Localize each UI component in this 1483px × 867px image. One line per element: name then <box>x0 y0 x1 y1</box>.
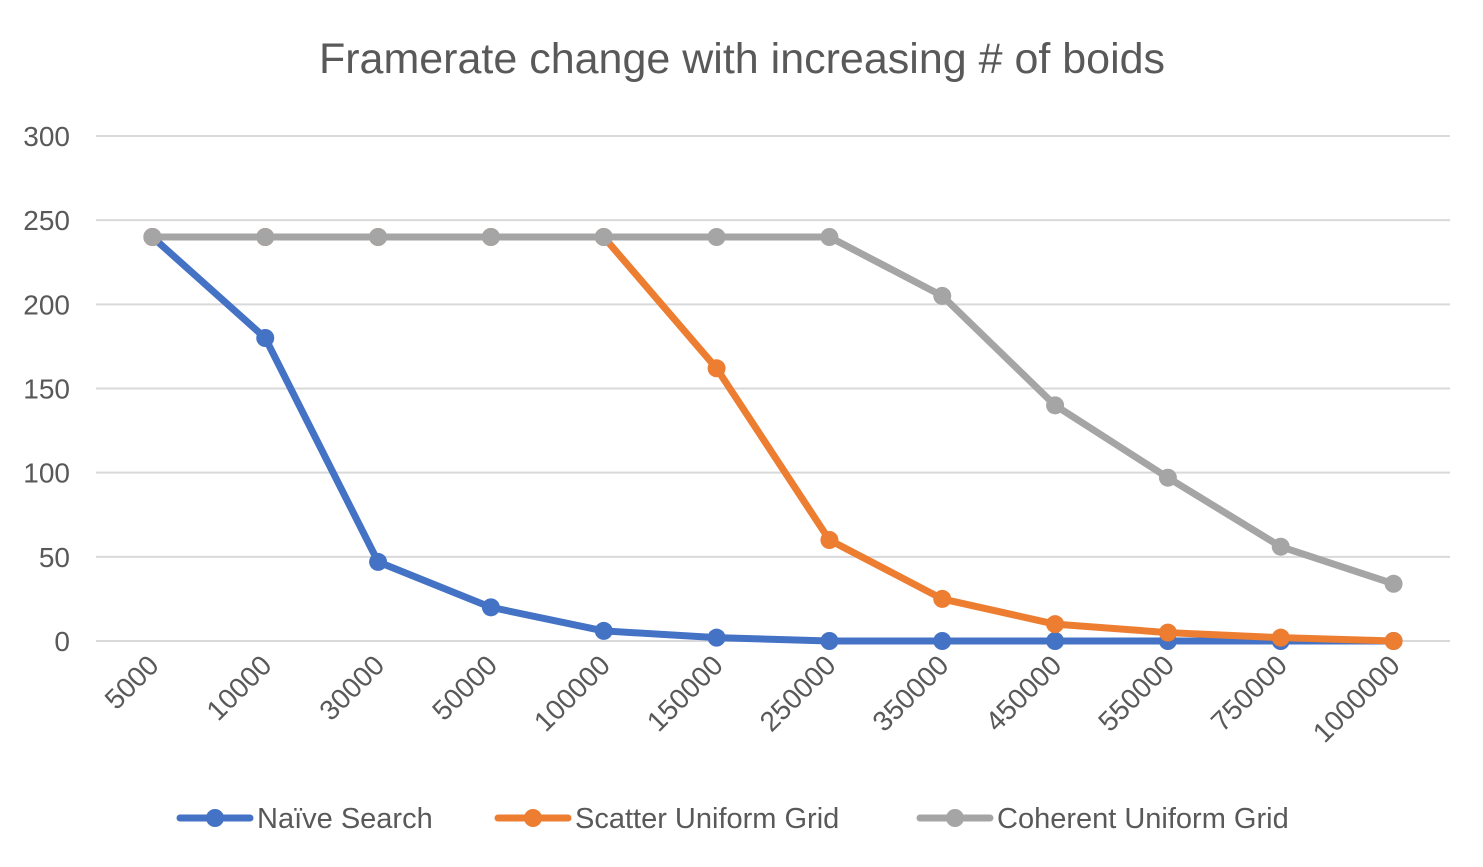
data-point <box>594 621 613 640</box>
data-point <box>1271 628 1290 647</box>
x-tick-label: 150000 <box>641 649 729 737</box>
data-point <box>1158 468 1177 487</box>
x-tick-label: 1000000 <box>1307 649 1406 748</box>
data-point <box>820 531 839 549</box>
x-axis-tick-labels: 5000 10000 30000 50000 100000 150000 250000 350… <box>99 649 1406 748</box>
legend-label: Scatter Uniform Grid <box>575 803 839 835</box>
x-tick-label: 10000 <box>201 649 278 726</box>
data-point <box>1158 623 1177 642</box>
data-point <box>820 632 839 650</box>
y-tick-label: 0 <box>54 626 70 657</box>
series-1 <box>143 228 1403 650</box>
y-tick-label: 200 <box>23 289 70 320</box>
legend: Naïve Search Scatter Uniform Grid Coherent… <box>176 803 1289 835</box>
data-point <box>1384 574 1403 593</box>
series-line <box>148 233 1398 645</box>
x-tick-label: 350000 <box>867 649 955 737</box>
data-point <box>1384 632 1403 650</box>
legend-marker <box>946 809 964 827</box>
x-tick-label: 100000 <box>528 649 616 737</box>
x-tick-label: 5000 <box>99 649 165 715</box>
x-tick-label: 750000 <box>1205 649 1293 737</box>
data-point <box>1271 537 1290 556</box>
legend-label: Naïve Search <box>257 803 433 835</box>
x-tick-label: 250000 <box>754 649 842 737</box>
data-point <box>707 359 726 378</box>
data-point <box>1046 632 1065 650</box>
series-line <box>148 233 1398 588</box>
x-tick-label: 30000 <box>313 649 390 726</box>
y-tick-label: 300 <box>23 121 70 152</box>
data-point <box>594 228 613 246</box>
data-point <box>143 228 162 246</box>
data-point <box>707 628 726 647</box>
x-tick-label: 450000 <box>979 649 1067 737</box>
data-point <box>1046 396 1065 415</box>
y-axis-tick-labels: 0 50 100 150 200 250 300 <box>23 121 70 657</box>
chart-title: Framerate change with increasing # of bo… <box>319 35 1165 83</box>
legend-item: Scatter Uniform Grid <box>494 803 839 835</box>
data-point <box>933 589 952 608</box>
data-point <box>256 329 275 347</box>
y-tick-label: 50 <box>39 542 70 573</box>
series-line <box>148 233 1398 645</box>
y-tick-label: 100 <box>23 458 70 489</box>
data-point <box>707 228 726 246</box>
legend-marker <box>206 809 224 827</box>
y-tick-label: 250 <box>23 205 70 236</box>
data-point <box>369 552 388 571</box>
x-tick-label: 550000 <box>1092 649 1180 737</box>
legend-item: Coherent Uniform Grid <box>916 803 1289 835</box>
series-3 <box>143 228 1403 593</box>
gridlines <box>96 135 1450 642</box>
y-tick-label: 150 <box>23 374 70 405</box>
legend-item: Naïve Search <box>176 803 433 835</box>
data-point <box>256 228 275 246</box>
series-2 <box>143 228 1403 650</box>
data-point <box>481 598 500 617</box>
data-point <box>1046 615 1065 634</box>
legend-label: Coherent Uniform Grid <box>997 803 1289 835</box>
data-point <box>933 632 952 650</box>
series-lines <box>143 228 1403 650</box>
legend-marker <box>524 809 542 827</box>
data-point <box>481 228 500 246</box>
x-tick-label: 50000 <box>426 649 503 726</box>
data-point <box>820 228 839 246</box>
data-point <box>933 286 952 305</box>
data-point <box>369 228 388 246</box>
